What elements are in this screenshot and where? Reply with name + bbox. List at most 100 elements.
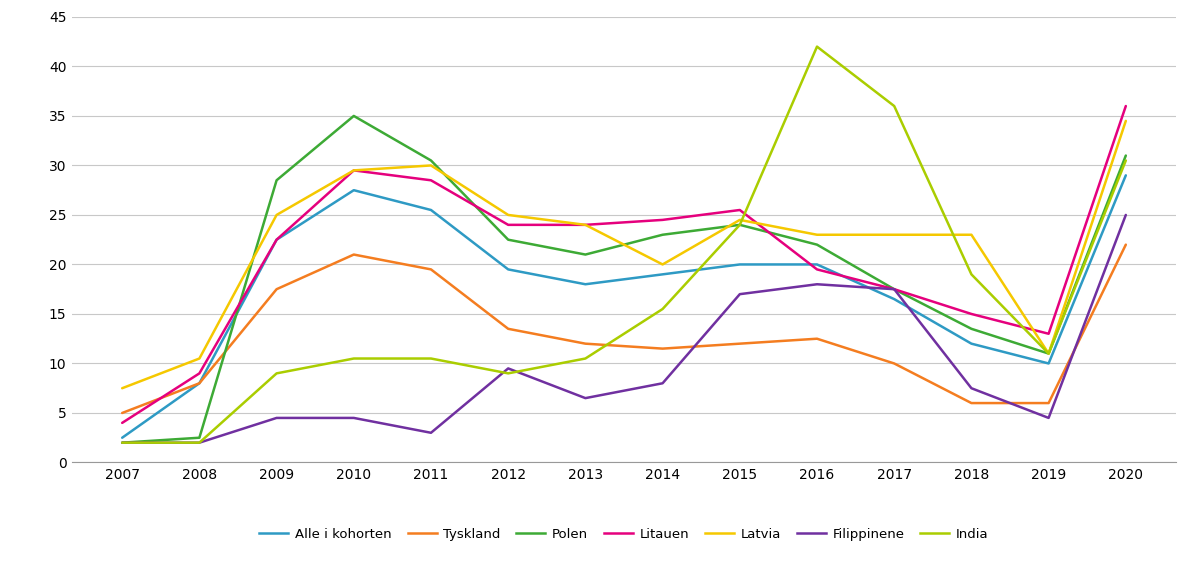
Polen bbox=[269, 177, 283, 184]
Latvia bbox=[347, 167, 361, 174]
India bbox=[655, 306, 670, 312]
Polen bbox=[655, 231, 670, 238]
Tyskland bbox=[192, 380, 206, 387]
Alle i kohorten bbox=[578, 281, 593, 288]
India bbox=[965, 271, 979, 277]
Alle i kohorten bbox=[115, 434, 130, 441]
Line: Litauen: Litauen bbox=[122, 106, 1126, 423]
India bbox=[115, 439, 130, 446]
Filippinene bbox=[269, 415, 283, 421]
Litauen bbox=[1118, 103, 1133, 109]
Polen bbox=[810, 241, 824, 248]
Polen bbox=[424, 157, 438, 164]
Filippinene bbox=[424, 429, 438, 436]
Polen bbox=[733, 222, 748, 228]
Legend: Alle i kohorten, Tyskland, Polen, Litauen, Latvia, Filippinene, India: Alle i kohorten, Tyskland, Polen, Litaue… bbox=[254, 522, 994, 546]
Litauen bbox=[965, 311, 979, 318]
India bbox=[810, 43, 824, 50]
Latvia bbox=[578, 222, 593, 228]
Filippinene bbox=[965, 385, 979, 391]
Line: India: India bbox=[122, 47, 1126, 443]
Alle i kohorten bbox=[810, 261, 824, 268]
Litauen bbox=[810, 266, 824, 273]
Tyskland bbox=[655, 345, 670, 352]
India bbox=[1042, 350, 1056, 357]
Polen bbox=[578, 251, 593, 258]
Alle i kohorten bbox=[500, 266, 515, 273]
Tyskland bbox=[347, 251, 361, 258]
Alle i kohorten bbox=[347, 187, 361, 193]
Latvia bbox=[269, 212, 283, 218]
India bbox=[733, 222, 748, 228]
Alle i kohorten bbox=[1118, 172, 1133, 179]
Filippinene bbox=[655, 380, 670, 387]
Alle i kohorten bbox=[269, 236, 283, 243]
Litauen bbox=[500, 222, 515, 228]
Tyskland bbox=[965, 400, 979, 407]
Latvia bbox=[887, 231, 901, 238]
Tyskland bbox=[1118, 241, 1133, 248]
Latvia bbox=[115, 385, 130, 391]
Litauen bbox=[115, 420, 130, 426]
Filippinene bbox=[810, 281, 824, 288]
Latvia bbox=[1118, 117, 1133, 124]
Tyskland bbox=[578, 340, 593, 347]
Polen bbox=[347, 113, 361, 120]
Alle i kohorten bbox=[192, 380, 206, 387]
Line: Tyskland: Tyskland bbox=[122, 245, 1126, 413]
Polen bbox=[887, 286, 901, 293]
Latvia bbox=[424, 162, 438, 169]
Polen bbox=[500, 236, 515, 243]
Litauen bbox=[192, 370, 206, 377]
Line: Polen: Polen bbox=[122, 116, 1126, 443]
Filippinene bbox=[192, 439, 206, 446]
Alle i kohorten bbox=[887, 296, 901, 302]
Latvia bbox=[810, 231, 824, 238]
India bbox=[192, 439, 206, 446]
India bbox=[424, 355, 438, 362]
Tyskland bbox=[115, 409, 130, 416]
Tyskland bbox=[733, 340, 748, 347]
Line: Latvia: Latvia bbox=[122, 121, 1126, 388]
Tyskland bbox=[424, 266, 438, 273]
Alle i kohorten bbox=[1042, 360, 1056, 367]
Filippinene bbox=[1042, 415, 1056, 421]
Polen bbox=[192, 434, 206, 441]
Latvia bbox=[965, 231, 979, 238]
Litauen bbox=[655, 217, 670, 223]
Tyskland bbox=[810, 336, 824, 342]
Filippinene bbox=[347, 415, 361, 421]
Tyskland bbox=[887, 360, 901, 367]
Litauen bbox=[887, 286, 901, 293]
India bbox=[578, 355, 593, 362]
Tyskland bbox=[500, 325, 515, 332]
India bbox=[347, 355, 361, 362]
Litauen bbox=[424, 177, 438, 184]
India bbox=[500, 370, 515, 377]
Line: Filippinene: Filippinene bbox=[122, 215, 1126, 443]
Filippinene bbox=[733, 291, 748, 298]
Latvia bbox=[655, 261, 670, 268]
India bbox=[269, 370, 283, 377]
Latvia bbox=[500, 212, 515, 218]
Latvia bbox=[192, 355, 206, 362]
Filippinene bbox=[115, 439, 130, 446]
Filippinene bbox=[500, 365, 515, 372]
Litauen bbox=[733, 206, 748, 213]
Alle i kohorten bbox=[733, 261, 748, 268]
Alle i kohorten bbox=[965, 340, 979, 347]
India bbox=[1118, 157, 1133, 164]
Latvia bbox=[733, 217, 748, 223]
Litauen bbox=[347, 167, 361, 174]
India bbox=[887, 103, 901, 109]
Filippinene bbox=[578, 395, 593, 402]
Latvia bbox=[1042, 350, 1056, 357]
Alle i kohorten bbox=[424, 206, 438, 213]
Polen bbox=[1118, 152, 1133, 159]
Polen bbox=[1042, 350, 1056, 357]
Filippinene bbox=[887, 286, 901, 293]
Tyskland bbox=[269, 286, 283, 293]
Tyskland bbox=[1042, 400, 1056, 407]
Filippinene bbox=[1118, 212, 1133, 218]
Polen bbox=[965, 325, 979, 332]
